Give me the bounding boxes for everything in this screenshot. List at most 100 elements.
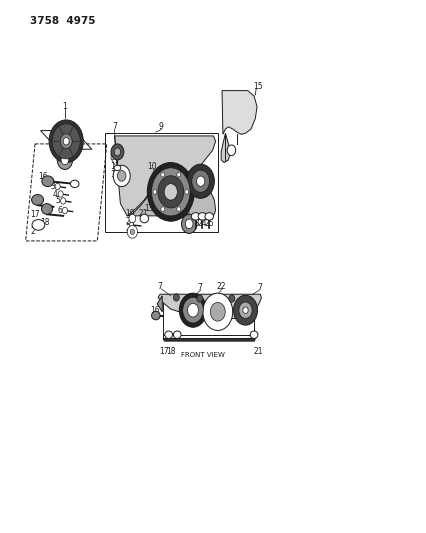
Circle shape [151, 168, 190, 216]
Polygon shape [222, 91, 256, 134]
Text: 18: 18 [40, 219, 50, 227]
Circle shape [158, 176, 183, 208]
Circle shape [60, 134, 72, 149]
Text: FRONT VIEW: FRONT VIEW [181, 352, 224, 358]
Ellipse shape [114, 165, 121, 171]
Text: 2: 2 [31, 228, 36, 236]
Circle shape [185, 219, 193, 229]
Circle shape [173, 294, 179, 301]
Text: 7: 7 [197, 284, 202, 292]
Circle shape [153, 190, 156, 194]
Circle shape [184, 190, 188, 194]
Text: 20: 20 [125, 217, 135, 225]
Text: 16: 16 [38, 173, 47, 181]
Ellipse shape [32, 195, 43, 205]
Text: 3758  4975: 3758 4975 [30, 17, 95, 26]
Ellipse shape [41, 204, 52, 214]
Text: 7: 7 [256, 284, 262, 292]
Circle shape [161, 207, 164, 212]
Ellipse shape [173, 331, 181, 338]
Circle shape [187, 303, 198, 317]
Circle shape [60, 198, 66, 204]
Text: 24: 24 [197, 220, 207, 228]
Circle shape [191, 170, 209, 192]
Ellipse shape [70, 180, 79, 188]
Ellipse shape [204, 213, 213, 220]
Circle shape [62, 207, 67, 214]
Ellipse shape [151, 311, 160, 320]
Text: 13: 13 [144, 205, 153, 213]
Polygon shape [158, 294, 261, 319]
Text: 17: 17 [30, 210, 40, 219]
Polygon shape [157, 296, 162, 312]
Circle shape [176, 207, 180, 212]
Circle shape [114, 148, 121, 156]
Polygon shape [127, 175, 215, 216]
Circle shape [242, 307, 248, 313]
Circle shape [196, 295, 202, 302]
Polygon shape [114, 136, 215, 216]
Text: 18: 18 [166, 348, 175, 356]
Text: 1: 1 [62, 102, 67, 111]
Circle shape [196, 176, 204, 187]
Text: 3: 3 [50, 182, 55, 191]
Text: 4: 4 [53, 190, 58, 198]
Text: 6: 6 [57, 206, 62, 215]
Ellipse shape [32, 220, 45, 230]
Circle shape [164, 184, 177, 200]
Circle shape [61, 155, 69, 165]
Text: 25: 25 [204, 220, 213, 228]
Text: 21: 21 [253, 348, 262, 356]
Circle shape [239, 302, 251, 318]
Text: 5: 5 [55, 197, 60, 205]
Circle shape [129, 222, 133, 228]
Text: 14: 14 [181, 209, 190, 217]
Circle shape [63, 138, 69, 145]
Polygon shape [163, 338, 255, 341]
Ellipse shape [140, 214, 148, 223]
Circle shape [227, 145, 235, 156]
Circle shape [210, 303, 225, 321]
Text: 12: 12 [110, 170, 120, 179]
Circle shape [187, 164, 214, 198]
Ellipse shape [164, 331, 172, 338]
Text: 22: 22 [216, 282, 225, 291]
Text: 21: 21 [138, 209, 148, 217]
Circle shape [202, 293, 232, 330]
Circle shape [182, 297, 203, 323]
Text: 17: 17 [159, 348, 169, 356]
Circle shape [55, 183, 60, 190]
Circle shape [228, 295, 234, 302]
Text: 26: 26 [53, 148, 62, 156]
Ellipse shape [191, 213, 199, 220]
Circle shape [127, 225, 137, 238]
Text: 8: 8 [109, 153, 114, 161]
Circle shape [181, 214, 196, 233]
Circle shape [176, 172, 180, 177]
Circle shape [111, 144, 124, 160]
Circle shape [130, 229, 134, 235]
Circle shape [58, 191, 63, 197]
Text: 23: 23 [190, 220, 200, 228]
Text: 16: 16 [150, 306, 159, 314]
Text: 7: 7 [157, 282, 162, 291]
Circle shape [147, 163, 194, 221]
Circle shape [57, 150, 72, 169]
Text: 9: 9 [158, 123, 164, 131]
Ellipse shape [42, 176, 54, 187]
Ellipse shape [250, 331, 257, 338]
Polygon shape [221, 133, 230, 163]
Circle shape [129, 214, 135, 223]
Circle shape [52, 124, 80, 159]
Text: 7: 7 [112, 123, 117, 131]
Ellipse shape [198, 213, 206, 220]
Circle shape [113, 165, 130, 187]
Text: 10: 10 [147, 162, 156, 171]
Circle shape [117, 171, 126, 181]
Text: 22: 22 [125, 224, 135, 232]
Text: 15: 15 [253, 82, 262, 91]
Circle shape [179, 293, 206, 327]
Text: 11: 11 [110, 162, 120, 171]
Circle shape [49, 120, 83, 163]
Circle shape [161, 172, 164, 177]
